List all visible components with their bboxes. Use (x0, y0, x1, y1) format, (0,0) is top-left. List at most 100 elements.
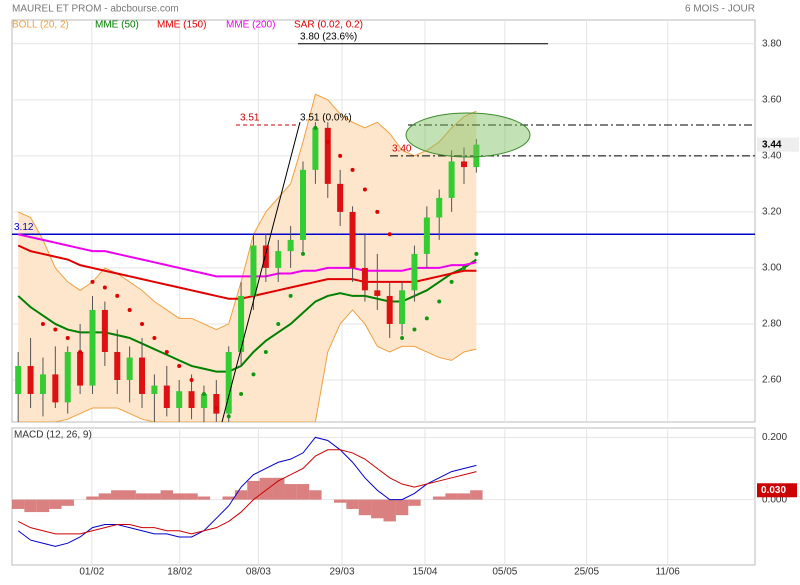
sar-dot (90, 279, 95, 284)
histogram-bar (148, 493, 161, 500)
sar-dot (362, 187, 367, 192)
bollinger-lower (18, 309, 477, 422)
sar-dot (461, 265, 466, 270)
sar-dot (177, 363, 182, 368)
histogram-bar (259, 477, 273, 500)
y-tick-label: 2.80 (762, 319, 782, 330)
macd-line (17, 449, 477, 535)
histogram-bar (222, 496, 235, 500)
histogram-bar (185, 493, 198, 500)
level-label: 3.51 (240, 113, 260, 124)
histogram-bar (358, 499, 372, 516)
histogram-bar (433, 496, 446, 500)
histogram-bar (457, 493, 471, 500)
candle-body (460, 161, 467, 168)
histogram-bar (36, 499, 50, 513)
candle-body (176, 391, 183, 408)
candle-body (89, 309, 96, 386)
y-tick-label: 3.20 (762, 207, 782, 218)
overlay: MAUREL ET PROM - abcbourse.com 6 MOIS - … (12, 4, 755, 441)
histogram-bar (284, 484, 297, 500)
sar-dot (325, 139, 330, 144)
legend-entry: BOLL (20, 2) (12, 20, 69, 31)
y-tick-label: 3.40 (762, 151, 782, 162)
sar-dot (115, 293, 120, 298)
candle-body (349, 211, 356, 268)
price-tag-bg (757, 137, 799, 152)
sar-dot (375, 209, 380, 214)
sar-dot (226, 414, 231, 419)
sar-dot (152, 335, 157, 340)
histogram-bar (123, 490, 136, 500)
histogram-bar (383, 499, 396, 522)
candle-body (312, 127, 319, 170)
histogram-bar (49, 499, 62, 509)
y-tick-label: 2.60 (762, 375, 782, 386)
x-tick-label: 11/06 (656, 567, 681, 578)
candle-body (225, 351, 232, 414)
x-tick-label: 08/03 (246, 567, 271, 578)
sar-dot (338, 153, 343, 158)
fibonacci-label: 3.51 (0.0%) (300, 113, 352, 124)
sar-dot (239, 391, 244, 396)
histogram-bar (12, 499, 25, 509)
plot-area (12, 436, 483, 547)
candle-body (126, 357, 133, 380)
candle-body (139, 357, 146, 394)
chart-title: MAUREL ET PROM - abcbourse.com (12, 4, 179, 15)
candle-body (423, 217, 430, 254)
histogram-bar (135, 493, 149, 500)
legend-entry: MME (150) (157, 20, 206, 31)
bollinger-upper (17, 93, 477, 331)
candle-body (361, 267, 368, 291)
histogram-bar (98, 493, 112, 500)
macd-tag-bg (757, 483, 797, 498)
histogram-bar (160, 490, 173, 500)
candle-body (448, 161, 455, 198)
y-tick-label: 3.60 (762, 94, 782, 105)
candle-body (64, 351, 71, 403)
candle-body (27, 365, 34, 394)
sar-dot (301, 251, 306, 256)
histogram-bar (86, 496, 99, 500)
sar-dot (214, 405, 219, 410)
sar-dot (201, 391, 206, 396)
x-tick-label: 25/05 (574, 567, 599, 578)
sar-dot (189, 377, 194, 382)
histogram-bar (111, 490, 124, 500)
y-tick-label: 3.00 (762, 263, 782, 274)
candle-body (188, 391, 195, 408)
y-tick-label: 3.80 (762, 38, 782, 49)
histogram-bar (197, 496, 211, 500)
y-tick-label: 0.000 (762, 494, 787, 505)
moving-average (17, 244, 477, 300)
candle-body (287, 239, 294, 252)
fibonacci-label: 3.80 (23.6%) (300, 31, 357, 42)
y-tick-label: 0.200 (762, 432, 787, 443)
trend-line (221, 121, 301, 423)
sar-dot (251, 372, 256, 377)
candle-body (77, 351, 84, 386)
histogram-bar (371, 499, 384, 519)
histogram-bar (333, 499, 347, 503)
price-panel: 2.60 2.80 3.00 3.20 3.40 3.60 3.80 01/02 18/02 08… (11, 19, 799, 578)
candle-body (275, 251, 282, 268)
candle-body (262, 245, 269, 268)
level-label: 3.12 (14, 222, 34, 233)
sar-dot (288, 293, 293, 298)
x-tick-label: 05/05 (492, 567, 517, 578)
histogram-bar (172, 493, 186, 500)
sar-dot (350, 167, 355, 172)
highlight-ellipse (405, 112, 531, 158)
sar-dot (437, 299, 442, 304)
candle-body (411, 253, 418, 291)
x-tick-label: 15/04 (412, 567, 437, 578)
sar-dot (78, 349, 83, 354)
candle-body (114, 351, 121, 380)
candle-body (101, 309, 108, 352)
sar-dot (102, 285, 107, 290)
sar-dot (474, 251, 479, 256)
sar-dot (127, 307, 132, 312)
legend-entry: SAR (0.02, 0.2) (294, 20, 363, 31)
